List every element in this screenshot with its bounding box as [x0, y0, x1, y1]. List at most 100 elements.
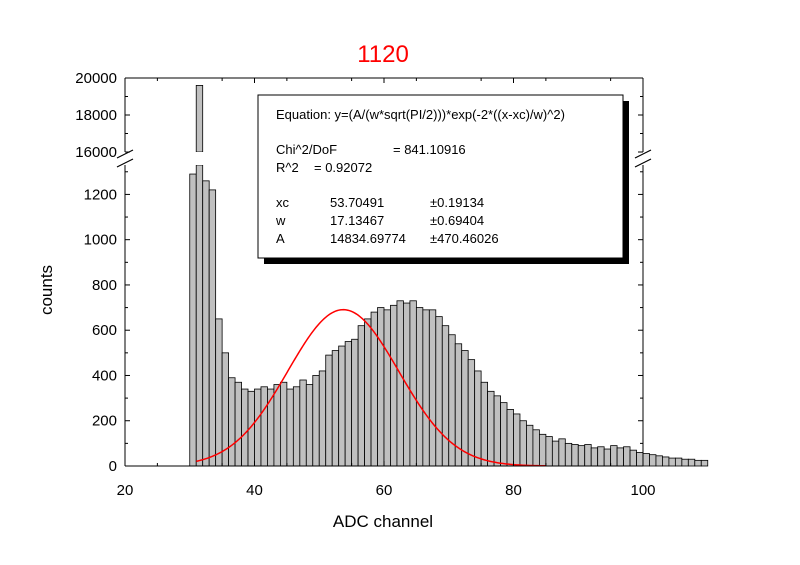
histogram-bar	[662, 456, 670, 467]
axis-break-mark-right	[634, 149, 652, 159]
histogram-bar	[435, 316, 443, 467]
histogram-bar	[597, 446, 605, 467]
x-axis-label: ADC channel	[333, 512, 433, 531]
fit-r2-label: R^2	[276, 160, 299, 175]
histogram-bar	[571, 444, 579, 467]
histogram-bar	[539, 433, 547, 467]
histogram-bar	[584, 444, 592, 467]
fit-param-error: ±470.46026	[430, 231, 499, 246]
histogram-bar	[558, 438, 566, 467]
histogram-bar	[577, 445, 586, 467]
histogram-bar	[687, 458, 696, 467]
histogram-bar	[487, 390, 495, 467]
y-tick-label: 20000	[75, 70, 117, 87]
histogram-bar	[649, 454, 657, 467]
histogram-bar	[344, 341, 353, 467]
y-tick-label: 600	[92, 322, 117, 339]
y-tick-label: 18000	[75, 107, 117, 124]
histogram-bar	[364, 318, 372, 467]
histogram-bar	[474, 370, 482, 467]
histogram-bar	[377, 307, 385, 467]
histogram-bar	[215, 318, 223, 467]
histogram-bar	[513, 413, 521, 467]
histogram-bar	[279, 381, 288, 467]
histogram-bar	[357, 325, 365, 467]
histogram-bar	[564, 442, 573, 467]
histogram-bar	[480, 381, 488, 467]
fit-box-frame	[257, 94, 624, 259]
histogram-bar	[493, 395, 501, 467]
histogram-bar	[254, 388, 262, 467]
fit-r2-value: = 0.92072	[314, 160, 372, 175]
histogram-bar	[396, 300, 404, 467]
histogram-bar	[681, 458, 689, 467]
histogram-bar	[590, 447, 599, 467]
fit-equation: Equation: y=(A/(w*sqrt(PI/2)))*exp(-2*((…	[276, 107, 565, 122]
histogram-bar	[351, 338, 359, 467]
x-tick-label: 100	[630, 482, 655, 499]
histogram-bar	[467, 359, 476, 467]
histogram-bar	[610, 445, 618, 467]
histogram-bar	[202, 180, 210, 467]
histogram-bar	[616, 447, 624, 467]
fit-curve-line	[196, 308, 546, 467]
x-tick-label: 60	[376, 482, 393, 499]
histogram-bar	[234, 381, 242, 467]
histogram-bar	[441, 325, 450, 467]
x-tick-label: 20	[117, 482, 134, 499]
histogram-bar	[286, 388, 294, 467]
histogram-bar	[260, 386, 268, 467]
fit-param-name: A	[276, 231, 285, 246]
histogram-bar	[519, 420, 527, 467]
histogram-bar	[461, 350, 469, 467]
histogram-bars	[189, 85, 709, 467]
y-tick-label: 400	[92, 367, 117, 384]
histogram-bar	[195, 85, 204, 467]
histogram-bar	[674, 457, 683, 467]
fit-param-error: ±0.69404	[430, 213, 484, 228]
histogram-bar	[629, 449, 637, 467]
y-tick-label: 16000	[75, 144, 117, 161]
histogram-bar	[428, 309, 437, 467]
histogram-bar	[208, 189, 217, 467]
fit-param-value: 53.70491	[330, 195, 384, 210]
histogram-bar	[532, 429, 540, 467]
histogram-bar	[331, 350, 340, 467]
y-tick-label: 1200	[84, 186, 117, 203]
histogram-bar	[700, 459, 709, 467]
histogram-bar-upper	[195, 85, 204, 153]
x-tick-label: 80	[505, 482, 522, 499]
fit-param-name: xc	[276, 195, 290, 210]
histogram-bar	[299, 379, 307, 467]
histogram-bar	[545, 436, 553, 467]
histogram-bar	[448, 334, 456, 467]
histogram-bar	[390, 304, 398, 467]
histogram-bar-lower	[195, 164, 204, 467]
histogram-bar	[415, 307, 424, 467]
histogram-bar	[655, 455, 663, 467]
histogram-bar	[526, 424, 534, 467]
fit-param-error: ±0.19134	[430, 195, 484, 210]
axis-break-mark-left	[116, 149, 134, 159]
y-tick-label: 0	[109, 458, 117, 475]
axis-break-mark-left	[116, 158, 134, 168]
axis-break-mark-right	[634, 158, 652, 168]
y-axis-label: counts	[37, 265, 56, 315]
histogram-bar	[273, 384, 281, 467]
histogram-bar	[325, 354, 333, 467]
histogram-bar	[292, 386, 301, 467]
histogram-bar	[241, 388, 249, 467]
histogram-bar	[603, 448, 612, 467]
fit-chi-label: Chi^2/DoF	[276, 142, 337, 157]
histogram-bar	[338, 345, 346, 467]
fit-param-name: w	[275, 213, 286, 228]
histogram-bar	[642, 453, 650, 467]
y-tick-label: 200	[92, 413, 117, 430]
histogram-bar	[312, 375, 320, 467]
histogram-bar	[228, 377, 236, 467]
x-tick-label: 40	[246, 482, 263, 499]
histogram-bar	[694, 459, 702, 467]
histogram-bar	[305, 384, 314, 467]
fit-param-value: 17.13467	[330, 213, 384, 228]
